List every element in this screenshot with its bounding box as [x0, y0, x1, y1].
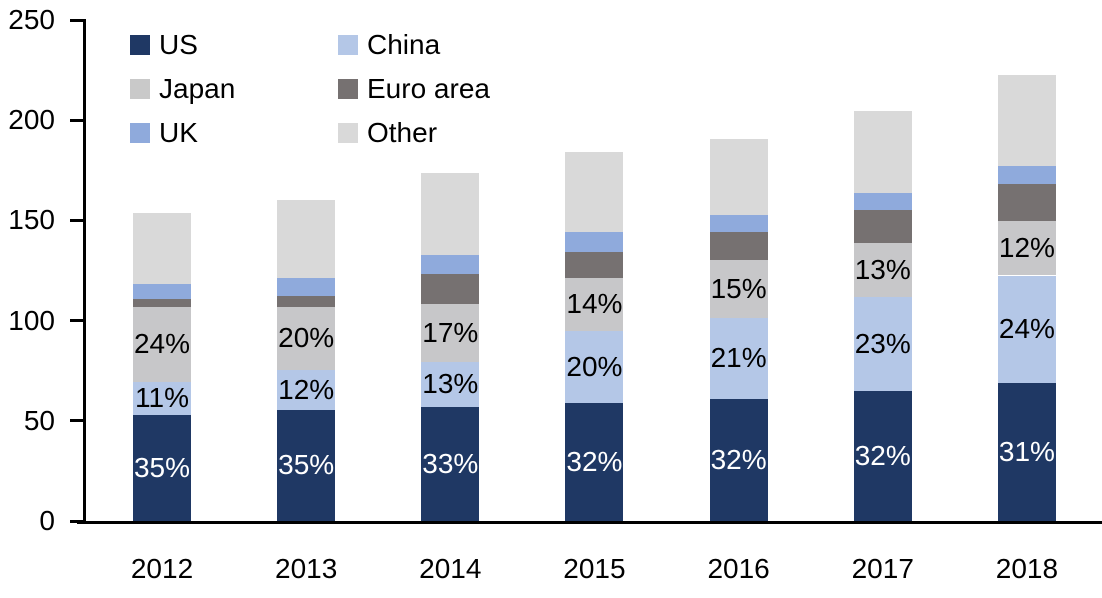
legend-swatch-uk — [130, 123, 150, 143]
x-tick-label-2012: 2012 — [130, 553, 194, 584]
y-axis-tick — [70, 319, 86, 323]
legend-label-uk: UK — [159, 117, 198, 148]
y-axis-tick — [70, 18, 86, 22]
bar-2016-segment-other — [709, 139, 768, 216]
segment-label-japan-2015: 14% — [566, 288, 623, 320]
segment-label-japan-2017: 13% — [854, 253, 911, 285]
segment-label-china-2017: 23% — [854, 327, 911, 359]
legend-label-japan: Japan — [159, 73, 236, 104]
segment-label-us-2016: 32% — [710, 443, 767, 475]
segment-label-china-2015: 20% — [566, 350, 623, 382]
bar-2013-segment-china — [277, 369, 336, 410]
bar-2018-segment-china — [997, 275, 1056, 383]
bar-2016-segment-uk — [709, 215, 768, 233]
bar-2014-segment-other — [421, 173, 480, 256]
bar-2015-segment-euro-area — [565, 252, 624, 278]
legend-swatch-japan — [130, 79, 150, 99]
bar-2012-segment-uk — [133, 283, 191, 299]
segment-label-japan-2013: 20% — [278, 322, 335, 354]
bar-2014-segment-us — [421, 406, 480, 521]
bar-2014-segment-china — [421, 361, 480, 407]
bar-2016-segment-us — [709, 398, 768, 521]
legend-label-euro-area: Euro area — [367, 73, 490, 104]
bar-2018-segment-japan — [997, 221, 1056, 276]
bar-2018-segment-other — [997, 75, 1056, 167]
bar-2014-segment-uk — [421, 255, 480, 274]
segment-label-us-2013: 35% — [278, 449, 335, 481]
bar-2016-segment-euro-area — [709, 232, 768, 261]
segment-label-japan-2018: 12% — [998, 232, 1055, 264]
legend-label-other: Other — [367, 117, 438, 148]
segment-label-us-2015: 32% — [566, 445, 623, 477]
bar-2018-segment-euro-area — [997, 184, 1056, 222]
y-tick-label: 0 — [39, 505, 55, 536]
bar-2015-segment-japan — [565, 277, 624, 331]
legend-label-china: China — [367, 29, 441, 60]
x-tick-label-2018: 2018 — [995, 553, 1059, 584]
bar-2017-segment-euro-area — [853, 210, 912, 244]
bar-2015-segment-uk — [565, 232, 624, 253]
bar-2017-segment-uk — [853, 193, 912, 211]
bar-2015-segment-other — [565, 152, 624, 233]
segment-label-us-2012: 35% — [133, 451, 191, 483]
y-tick-label: 100 — [8, 304, 55, 336]
segment-label-japan-2014: 17% — [422, 316, 479, 348]
legend-swatch-us — [130, 35, 150, 55]
x-tick-label-2013: 2013 — [274, 553, 338, 584]
x-tick-label-2016: 2016 — [707, 553, 770, 584]
bar-2018-segment-uk — [997, 166, 1056, 185]
y-axis-tick — [70, 419, 86, 423]
bar-2012-segment-china — [133, 381, 191, 415]
segment-label-china-2014: 13% — [422, 368, 479, 400]
bar-2017-segment-other — [853, 111, 912, 194]
legend-label-us: US — [159, 29, 198, 60]
segment-label-us-2017: 32% — [854, 439, 911, 471]
bar-2012-segment-us — [133, 414, 191, 521]
y-tick-label: 150 — [8, 204, 55, 236]
bar-2015-segment-us — [565, 402, 624, 521]
bar-2017-segment-us — [853, 390, 912, 521]
y-axis-tick — [70, 118, 86, 122]
y-axis-line — [83, 18, 86, 524]
y-tick-label: 50 — [23, 404, 55, 436]
segment-label-china-2012: 11% — [135, 382, 189, 414]
y-axis-tick — [70, 218, 86, 222]
bar-2012-segment-japan — [133, 306, 191, 382]
x-tick-label-2015: 2015 — [563, 553, 626, 584]
bar-2013-segment-us — [277, 409, 336, 521]
bar-2014-segment-japan — [421, 303, 480, 362]
legend-swatch-china — [338, 35, 358, 55]
segment-label-us-2014: 33% — [422, 447, 479, 479]
bar-2017-segment-china — [853, 296, 912, 391]
segment-label-japan-2016: 15% — [710, 273, 767, 305]
y-tick-label: 200 — [8, 104, 55, 136]
bar-2016-segment-japan — [709, 260, 768, 318]
segment-label-japan-2012: 24% — [133, 328, 191, 360]
segment-label-us-2018: 31% — [998, 435, 1055, 467]
segment-label-china-2018: 24% — [998, 313, 1055, 345]
bar-2012-segment-euro-area — [133, 298, 191, 307]
segment-label-china-2013: 12% — [278, 373, 335, 405]
bar-2015-segment-china — [565, 330, 624, 403]
bar-2013-segment-euro-area — [277, 295, 336, 307]
bar-2018-segment-us — [997, 382, 1056, 521]
legend-swatch-euro-area — [338, 79, 358, 99]
bar-2013-segment-japan — [277, 306, 336, 370]
bar-2017-segment-japan — [853, 243, 912, 297]
bar-2012-segment-other — [133, 213, 191, 284]
x-axis-line — [77, 521, 1102, 524]
segment-label-china-2016: 21% — [710, 342, 767, 374]
y-tick-label: 250 — [8, 4, 55, 35]
bar-2013-segment-other — [277, 200, 336, 278]
x-tick-label-2017: 2017 — [851, 553, 914, 584]
bar-2014-segment-euro-area — [421, 273, 480, 304]
bar-2016-segment-china — [709, 317, 768, 399]
legend-swatch-other — [338, 123, 358, 143]
x-tick-label-2014: 2014 — [419, 553, 482, 584]
bar-2013-segment-uk — [277, 277, 336, 296]
